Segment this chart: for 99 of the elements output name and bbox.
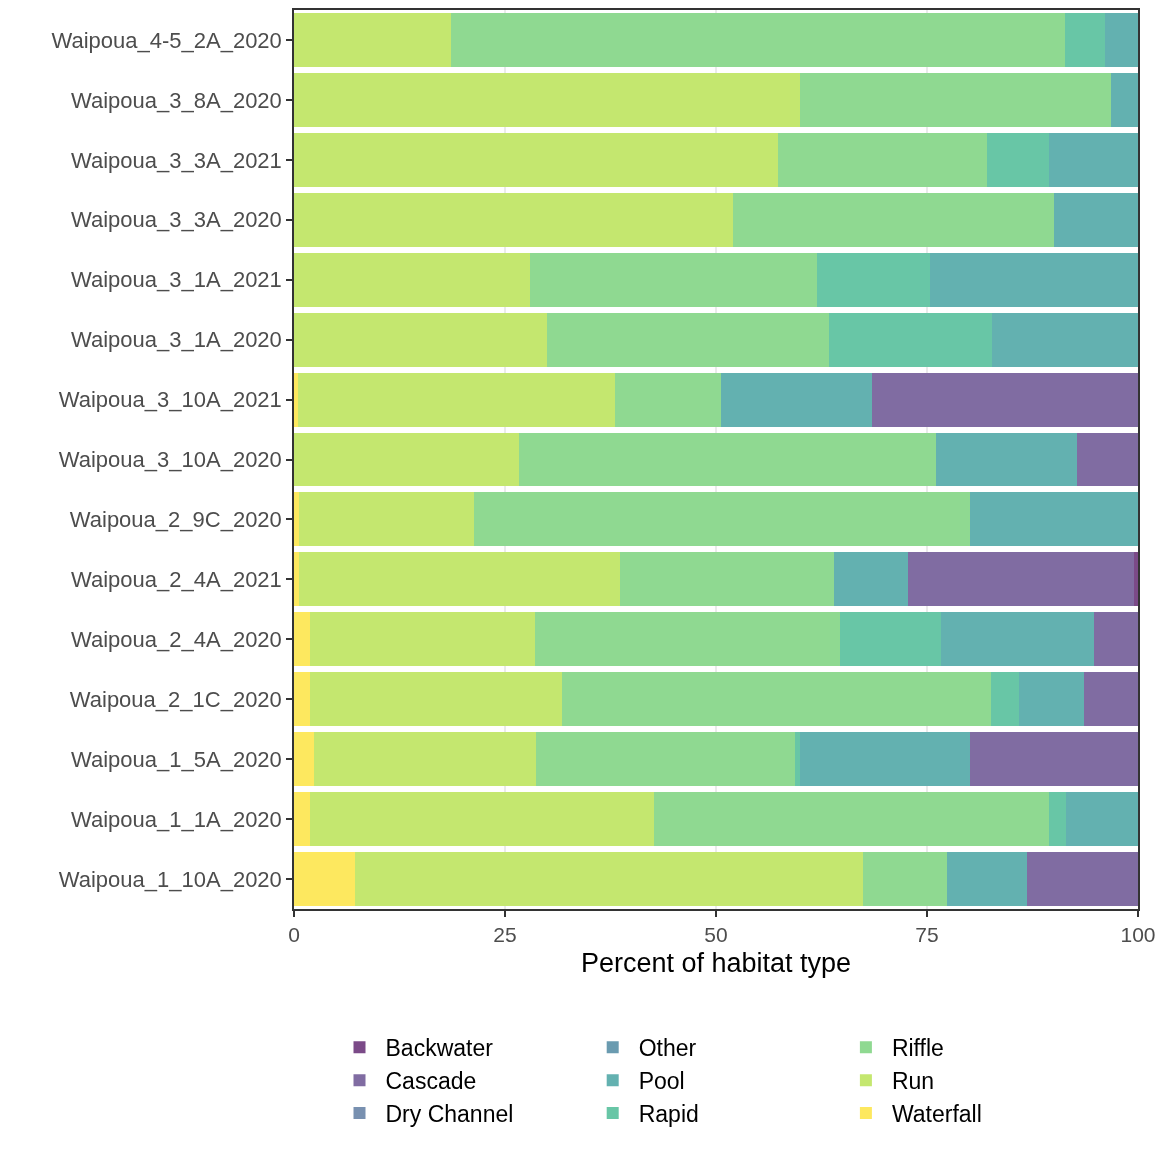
bar — [294, 252, 531, 307]
y-tick-label: Waipoua_2_4A_2020 — [71, 627, 282, 652]
bar — [1049, 792, 1067, 847]
bar — [872, 372, 1138, 427]
y-tick-label: Waipoua_1_5A_2020 — [71, 746, 282, 772]
bar — [536, 732, 796, 787]
bar — [294, 672, 311, 727]
bar — [721, 372, 873, 427]
x-axis-title: Percent of habitat type — [580, 947, 852, 978]
y-tick-label: Waipoua_1_1A_2020 — [71, 806, 282, 832]
bar — [614, 372, 722, 427]
bar — [947, 852, 1027, 906]
bar — [294, 192, 733, 247]
bar — [941, 612, 1095, 667]
y-tick-label: Waipoua_2_4A_2021 — [71, 567, 282, 593]
bar — [800, 732, 971, 787]
bar — [1048, 132, 1138, 187]
bar — [294, 132, 779, 187]
y-tick-label: Waipoua_1_10A_2020 — [58, 866, 282, 892]
y-tick-label: Waipoua_2_1C_2020 — [69, 686, 282, 712]
bar — [970, 492, 1138, 547]
bar — [1133, 552, 1138, 607]
x-tick-label: 25 — [493, 922, 517, 946]
bar — [299, 552, 620, 607]
bar — [310, 612, 536, 667]
legend-label: Rapid — [638, 1101, 699, 1128]
bar — [991, 672, 1019, 727]
y-tick-label: Waipoua_3_3A_2020 — [71, 207, 282, 233]
x-tick-label: 50 — [704, 922, 728, 946]
legend-label: Cascade — [385, 1068, 477, 1095]
bar — [1110, 72, 1138, 127]
bar — [862, 852, 948, 906]
legend-label: Backwater — [385, 1035, 494, 1062]
bar — [310, 792, 655, 847]
bar — [294, 492, 300, 547]
y-tick-label: Waipoua_3_3A_2021 — [71, 147, 282, 173]
bar — [294, 732, 315, 787]
legend-label: Waterfall — [891, 1101, 982, 1128]
bar — [817, 252, 931, 307]
bar — [294, 372, 299, 427]
bar — [930, 252, 1138, 307]
bar — [294, 13, 451, 67]
bar — [354, 852, 863, 906]
bar — [778, 132, 987, 187]
bar — [1054, 192, 1138, 247]
y-tick-label: Waipoua_2_9C_2020 — [69, 507, 282, 533]
legend-label: Riffle — [891, 1035, 944, 1062]
bar — [970, 732, 1138, 787]
bar — [936, 432, 1078, 487]
bar — [1094, 612, 1138, 667]
bar — [294, 792, 311, 847]
y-tick-label: Waipoua_3_10A_2021 — [58, 387, 282, 413]
bar — [991, 312, 1138, 367]
bar — [1026, 852, 1138, 906]
bar — [834, 552, 908, 607]
bar — [299, 492, 474, 547]
bar — [294, 612, 311, 667]
legend-label: Run — [891, 1068, 935, 1095]
bar — [1065, 13, 1106, 67]
bar — [298, 372, 615, 427]
bar — [294, 552, 300, 607]
bar — [986, 132, 1049, 187]
legend-label: Dry Channel — [385, 1101, 514, 1128]
bar — [1019, 672, 1084, 727]
bar — [518, 432, 937, 487]
bar — [795, 732, 801, 787]
x-tick-label: 100 — [1120, 922, 1156, 946]
legend-label: Other — [638, 1035, 697, 1062]
bar — [1077, 432, 1138, 487]
bar — [310, 672, 563, 727]
y-tick-label: Waipoua_3_1A_2020 — [71, 327, 282, 353]
bar — [314, 732, 537, 787]
bar — [294, 72, 801, 127]
bar — [1066, 792, 1138, 847]
bar — [800, 72, 1111, 127]
bar — [1105, 13, 1138, 67]
bar — [294, 312, 548, 367]
bar — [294, 852, 355, 906]
bar — [473, 492, 971, 547]
bar — [829, 312, 992, 367]
bar — [535, 612, 841, 667]
bar — [1083, 672, 1138, 727]
bar — [907, 552, 1134, 607]
bar — [840, 612, 942, 667]
bar — [530, 252, 818, 307]
y-tick-label: Waipoua_3_8A_2020 — [71, 87, 282, 113]
x-tick-label: 0 — [288, 922, 300, 946]
legend-label: Pool — [638, 1068, 685, 1095]
x-tick-label: 75 — [915, 922, 939, 946]
bar — [450, 13, 1066, 67]
y-tick-label: Waipoua_3_1A_2021 — [71, 267, 282, 293]
y-tick-label: Waipoua_3_10A_2020 — [58, 447, 282, 473]
bar — [562, 672, 992, 727]
bar — [619, 552, 835, 607]
y-tick-label: Waipoua_4-5_2A_2020 — [51, 27, 282, 53]
bar — [294, 432, 519, 487]
bar — [547, 312, 830, 367]
bar — [654, 792, 1050, 847]
bar — [732, 192, 1055, 247]
